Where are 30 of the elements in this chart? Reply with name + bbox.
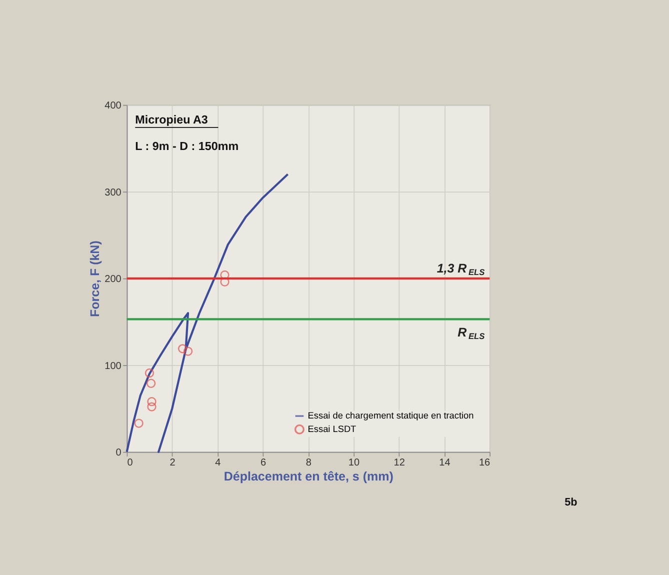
y-tick-label: 200 xyxy=(104,274,122,286)
y-tick-label: 400 xyxy=(104,100,122,112)
x-tick-label: 10 xyxy=(348,458,360,469)
x-tick-label: 6 xyxy=(260,458,266,469)
point xyxy=(134,418,144,428)
x-tick-label: 14 xyxy=(439,458,451,469)
x-tick-label: 12 xyxy=(394,458,406,469)
y-tick-label: 300 xyxy=(104,187,122,198)
x-tick-label: 8 xyxy=(306,458,312,469)
point xyxy=(183,346,193,356)
point xyxy=(147,402,156,412)
x-tick-label: 16 xyxy=(478,458,491,469)
y-axis-title: Force, F (kN) xyxy=(88,240,102,318)
legend-label: Essai de chargement statique en traction xyxy=(308,410,474,421)
x-axis-title: Déplacement en tête, s (mm) xyxy=(224,470,394,484)
point xyxy=(147,397,156,406)
annotation: L : 9m - D : 150mm xyxy=(135,140,239,153)
line-series xyxy=(126,173,289,453)
annotation: Micropieu A3 xyxy=(135,113,208,126)
point xyxy=(146,378,156,388)
x-tick-label: 2 xyxy=(170,458,176,469)
y-tick-label: 100 xyxy=(104,360,122,372)
text: 5b xyxy=(564,496,578,508)
point xyxy=(144,368,154,378)
x-tick-label: 0 xyxy=(127,458,134,469)
legend-label: Essai LSDT xyxy=(308,424,357,434)
point xyxy=(220,277,230,286)
point xyxy=(178,344,188,354)
y-tick-label: 0 xyxy=(116,448,122,459)
x-tick-label: 4 xyxy=(215,458,222,469)
